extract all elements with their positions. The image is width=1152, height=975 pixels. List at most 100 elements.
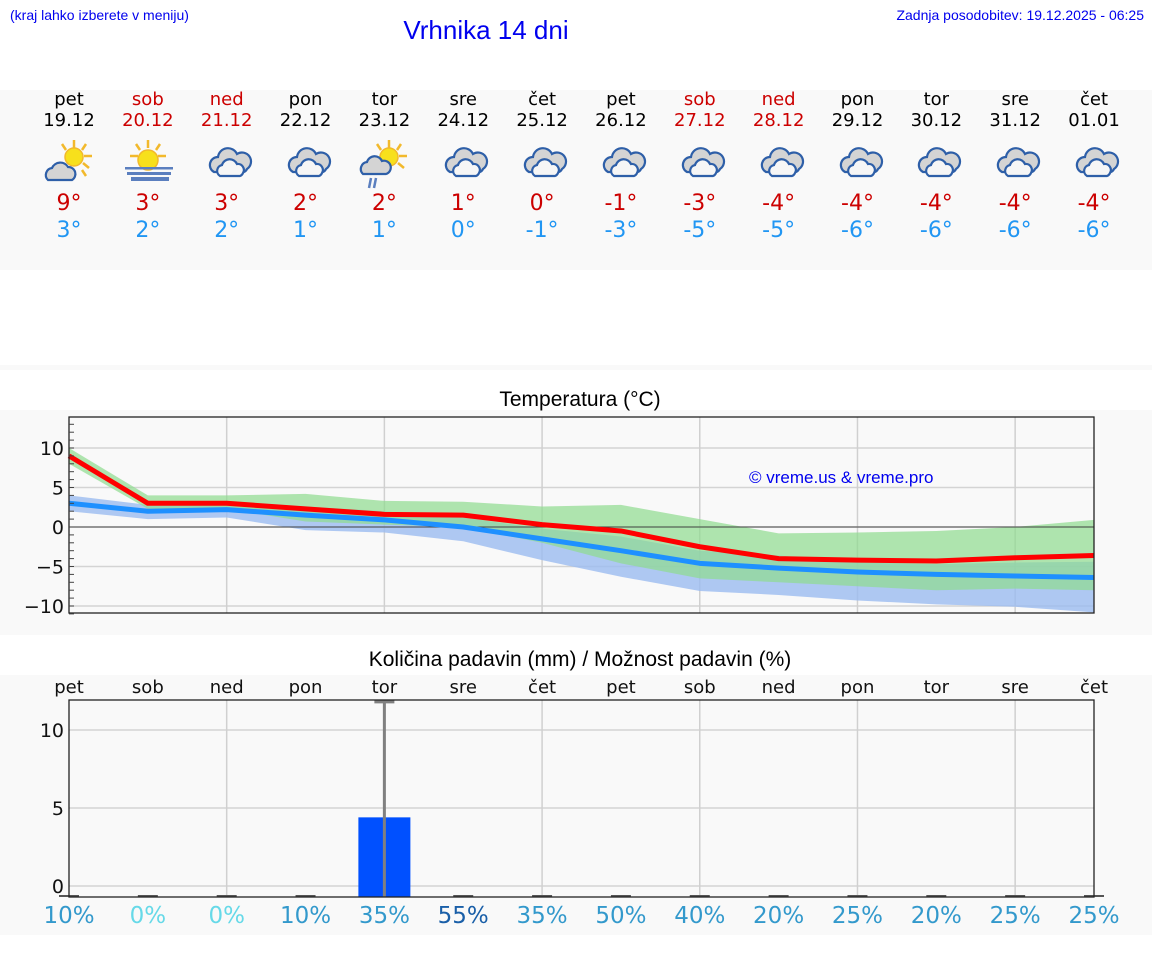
- location-menu-hint[interactable]: (kraj lahko izberete v meniju): [10, 7, 189, 23]
- cloudy-icon: [909, 136, 963, 190]
- svg-text:−5: −5: [36, 557, 64, 579]
- svg-text:čet: čet: [1080, 677, 1108, 698]
- forecast-day: čet 01.01 -4° -6°: [1055, 90, 1133, 244]
- svg-text:5: 5: [52, 478, 64, 500]
- divider: [0, 365, 1152, 370]
- svg-text:pon: pon: [841, 677, 875, 698]
- sun-cloud-rain-icon: [357, 136, 411, 190]
- svg-text:0: 0: [52, 876, 64, 898]
- precipitation-chart: pet sob ned pon tor sre čet pet sob ned pon tor sre č…: [40, 677, 1108, 898]
- forecast-day: ned 21.12 3° 2°: [188, 90, 266, 244]
- temp-min: 3°: [56, 218, 82, 243]
- day-date: 01.01: [1068, 110, 1120, 131]
- last-update: Zadnja posodobitev: 19.12.2025 - 06:25: [896, 7, 1144, 23]
- day-date: 24.12: [437, 110, 490, 131]
- day-name: pet: [606, 89, 636, 110]
- day-date: 20.12: [122, 110, 174, 131]
- svg-text:tor: tor: [924, 677, 950, 698]
- day-name: čet: [1080, 89, 1109, 110]
- day-name: čet: [528, 89, 557, 110]
- precip-chance: 50%: [595, 903, 647, 929]
- cloudy-icon: [988, 136, 1042, 190]
- precip-chance: 20%: [753, 903, 805, 929]
- temp-min: -6°: [841, 218, 874, 243]
- temp-min: 2°: [135, 218, 161, 243]
- day-name: sre: [449, 89, 477, 110]
- day-name: pon: [288, 89, 323, 110]
- day-date: 27.12: [674, 110, 726, 131]
- day-name: tor: [371, 89, 398, 110]
- forecast-day: pet 26.12 -1° -3°: [582, 90, 660, 244]
- precip-chance: 40%: [674, 903, 726, 929]
- temp-min: 1°: [293, 218, 319, 243]
- temp-max: 3°: [135, 191, 161, 216]
- day-date: 29.12: [831, 110, 884, 131]
- temp-max: -4°: [841, 191, 874, 216]
- day-date: 25.12: [516, 110, 568, 131]
- precip-chance: 25%: [831, 903, 884, 929]
- temp-min: -6°: [919, 218, 953, 243]
- svg-text:sre: sre: [449, 677, 476, 698]
- temp-max: -4°: [762, 191, 796, 216]
- temp-max: 9°: [56, 191, 82, 216]
- svg-text:čet: čet: [528, 677, 556, 698]
- cloudy-icon: [1067, 136, 1121, 190]
- svg-text:tor: tor: [372, 677, 398, 698]
- day-date: 23.12: [358, 110, 411, 131]
- cloudy-icon: [436, 136, 490, 190]
- temp-min: -1°: [525, 218, 559, 243]
- svg-text:10: 10: [40, 438, 64, 460]
- svg-text:0: 0: [52, 517, 64, 539]
- forecast-day: tor 23.12 2° 1°: [345, 90, 423, 244]
- temp-max: -4°: [919, 191, 953, 216]
- forecast-day: tor 30.12 -4° -6°: [897, 90, 975, 244]
- temp-min: -6°: [998, 218, 1032, 243]
- svg-text:ned: ned: [210, 677, 244, 698]
- temp-max: -4°: [1077, 191, 1111, 216]
- temp-max: 3°: [214, 191, 240, 216]
- forecast-day: pet 19.12 9° 3°: [30, 90, 108, 244]
- forecast-row: pet 19.12 9° 3° sob 20.12 3° 2° ned 21.12 3° 2° pon 2…: [0, 90, 1152, 270]
- precip-chance: 20%: [910, 903, 962, 929]
- cloudy-icon: [279, 136, 333, 190]
- svg-text:ned: ned: [762, 677, 796, 698]
- precip-chance: 25%: [989, 903, 1041, 929]
- cloudy-icon: [515, 136, 569, 190]
- svg-text:pet: pet: [606, 677, 636, 698]
- partly-cloudy-sun-icon: [42, 136, 96, 190]
- svg-text:sob: sob: [684, 677, 716, 698]
- cloudy-icon: [752, 136, 806, 190]
- forecast-day: sob 27.12 -3° -5°: [661, 90, 739, 244]
- forecast-day: ned 28.12 -4° -5°: [740, 90, 818, 244]
- temp-max: 2°: [371, 191, 397, 216]
- svg-text:5: 5: [52, 798, 64, 820]
- cloudy-icon: [831, 136, 885, 190]
- temp-min: 2°: [214, 218, 240, 243]
- day-name: ned: [209, 89, 244, 110]
- forecast-day: pon 29.12 -4° -6°: [819, 90, 897, 244]
- day-date: 26.12: [595, 110, 647, 131]
- precip-chance: 55%: [437, 903, 489, 929]
- svg-text:pet: pet: [54, 677, 84, 698]
- forecast-day: sob 20.12 3° 2°: [109, 90, 187, 244]
- temp-max: -1°: [604, 191, 638, 216]
- cloudy-icon: [200, 136, 254, 190]
- temp-min: 0°: [450, 218, 476, 243]
- svg-text:pon: pon: [289, 677, 323, 698]
- precip-chance: 0%: [129, 903, 167, 929]
- temp-min: -6°: [1077, 218, 1111, 243]
- forecast-panel: [0, 90, 1152, 270]
- day-name: sob: [683, 89, 716, 110]
- temp-chart-title: Temperatura (°C): [499, 388, 661, 411]
- precip-chance: 0%: [208, 903, 245, 929]
- precip-chance: 25%: [1068, 903, 1120, 929]
- day-name: tor: [923, 89, 950, 110]
- day-date: 22.12: [279, 110, 332, 131]
- forecast-day: pon 22.12 2° 1°: [267, 90, 345, 244]
- temp-min: -3°: [604, 218, 638, 243]
- svg-text:sob: sob: [132, 677, 164, 698]
- temp-min: -5°: [762, 218, 796, 243]
- day-date: 30.12: [910, 110, 963, 131]
- sun-fog-icon: [121, 136, 175, 190]
- temp-max: 0°: [529, 191, 555, 216]
